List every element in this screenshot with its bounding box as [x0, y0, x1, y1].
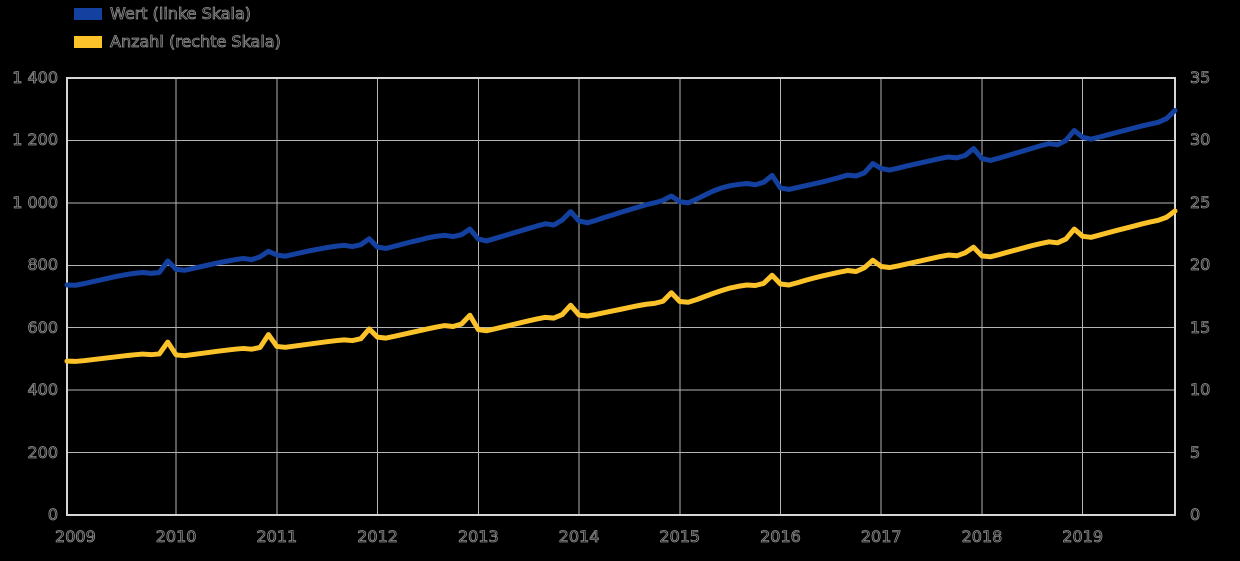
x-tick-2016: 2016 — [760, 527, 802, 547]
x-tick-2010: 2010 — [155, 527, 197, 547]
x-tick-2017: 2017 — [860, 527, 902, 547]
y-left-tick-800: 800 — [27, 255, 58, 275]
x-tick-2015: 2015 — [659, 527, 701, 547]
y-right-tick-35: 35 — [1190, 68, 1211, 88]
y-left-tick-1200: 1 200 — [12, 130, 59, 150]
plot-border — [66, 77, 1176, 516]
x-tick-2011: 2011 — [256, 527, 298, 547]
y-right-tick-0: 0 — [1190, 505, 1201, 525]
y-right-tick-10: 10 — [1190, 380, 1211, 400]
plot-area — [64, 77, 1178, 516]
x-tick-2019: 2019 — [1062, 527, 1104, 547]
y-left-tick-1400: 1 400 — [12, 68, 59, 88]
x-tick-2009: 2009 — [55, 527, 97, 547]
y-right-tick-5: 5 — [1190, 442, 1201, 462]
x-tick-2013: 2013 — [457, 527, 500, 547]
y-right-tick-15: 15 — [1190, 317, 1211, 337]
plot-svg — [64, 77, 1178, 516]
y-left-tick-200: 200 — [27, 442, 58, 462]
y-left-tick-400: 400 — [27, 380, 58, 400]
y-right-tick-25: 25 — [1190, 192, 1211, 212]
legend-swatch-wert — [74, 8, 102, 20]
x-tick-2012: 2012 — [357, 527, 399, 547]
legend-swatch-anzahl — [74, 36, 102, 48]
y-right-tick-20: 20 — [1190, 255, 1211, 275]
x-tick-2018: 2018 — [961, 527, 1003, 547]
y-left-tick-600: 600 — [27, 317, 58, 337]
y-left-tick-0: 0 — [47, 505, 58, 525]
legend-label-anzahl: Anzahl (rechte Skala) — [110, 32, 282, 52]
series-line-anzahl — [64, 208, 1178, 364]
y-right-tick-30: 30 — [1190, 130, 1211, 150]
series-line-wert — [64, 107, 1178, 288]
y-left-tick-1000: 1 000 — [12, 192, 59, 212]
legend-label-wert: Wert (linke Skala) — [110, 4, 252, 24]
x-tick-2014: 2014 — [558, 527, 600, 547]
